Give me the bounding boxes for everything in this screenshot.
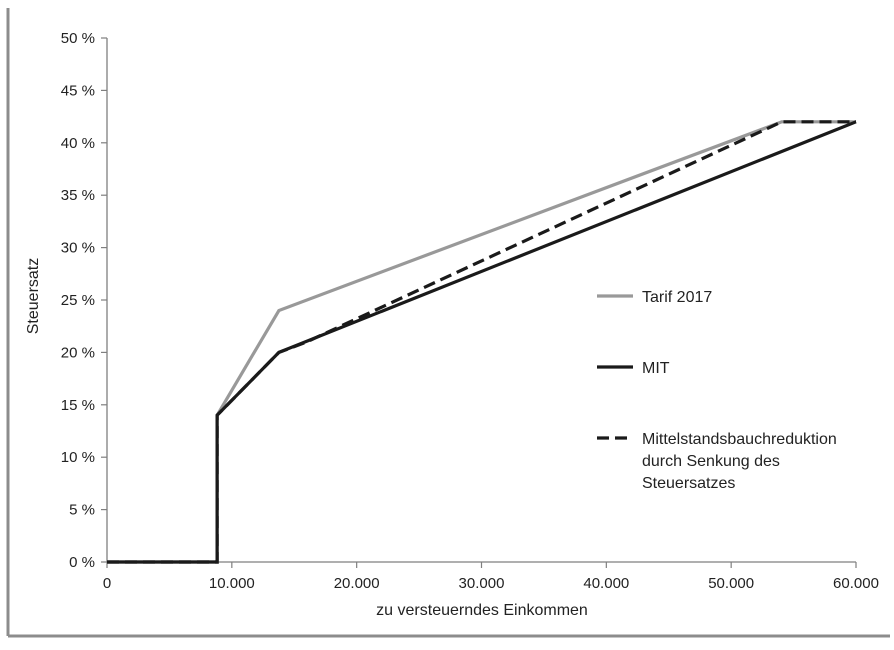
legend-label: Steuersatzes [642,475,735,492]
y-tick-label: 15 % [61,397,95,414]
y-axis-title: Steuersatz [25,258,42,334]
series-mittelstandsbauchreduktion-line [107,120,856,564]
y-tick-label: 40 % [61,135,95,152]
legend-item-mittelstandsbauchreduktion: Mittelstandsbauchreduktion durch Senkung … [597,431,837,492]
y-tick-label: 35 % [61,187,95,204]
x-axis-title: zu versteuerndes Einkommen [376,602,588,619]
x-tick-label: 30.000 [459,575,505,592]
y-tick-label: 20 % [61,344,95,361]
y-tick-label: 10 % [61,449,95,466]
series-tarif-2017-line [107,120,856,564]
legend-label: MIT [642,360,670,377]
legend-label: durch Senkung des [642,453,780,470]
x-tick-label: 20.000 [334,575,380,592]
legend-item-mit: MIT [597,360,670,377]
legend-label: Tarif 2017 [642,289,712,306]
x-tick-label: 40.000 [583,575,629,592]
y-tick-label: 45 % [61,82,95,99]
y-tick-label: 25 % [61,292,95,309]
y-tick-label: 50 % [61,30,95,47]
series-mit-line [107,120,857,564]
x-tick-label: 0 [103,575,111,592]
x-tick-label: 50.000 [708,575,754,592]
x-tick-label: 60.000 [833,575,879,592]
y-tick-label: 30 % [61,240,95,257]
y-tick-label: 0 % [69,554,95,571]
legend-item-tarif-2017: Tarif 2017 [597,289,712,306]
y-tick-label: 5 % [69,502,95,519]
x-tick-label: 10.000 [209,575,255,592]
legend-label: Mittelstandsbauchreduktion [642,431,837,448]
